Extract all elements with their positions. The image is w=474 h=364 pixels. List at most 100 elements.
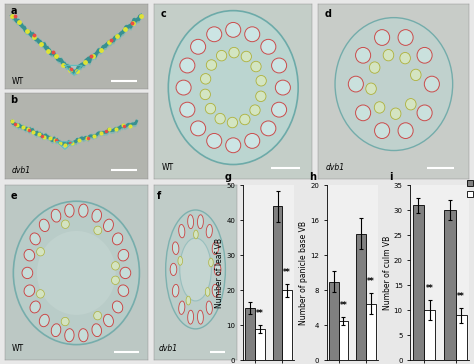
- Ellipse shape: [120, 267, 131, 278]
- Ellipse shape: [30, 233, 40, 245]
- Bar: [273, 206, 283, 360]
- Ellipse shape: [207, 134, 222, 148]
- Text: **: **: [457, 292, 465, 301]
- Ellipse shape: [179, 225, 185, 238]
- Ellipse shape: [240, 114, 250, 125]
- Text: **: **: [256, 309, 264, 318]
- Y-axis label: Number of culm VB: Number of culm VB: [383, 236, 392, 310]
- Ellipse shape: [30, 301, 40, 313]
- Ellipse shape: [207, 27, 222, 42]
- Ellipse shape: [406, 99, 416, 110]
- Ellipse shape: [65, 204, 74, 217]
- Ellipse shape: [383, 50, 394, 61]
- Ellipse shape: [261, 39, 276, 54]
- Ellipse shape: [193, 230, 198, 239]
- Ellipse shape: [206, 60, 217, 70]
- Ellipse shape: [256, 75, 266, 86]
- Text: **: **: [426, 284, 433, 293]
- Ellipse shape: [212, 284, 219, 297]
- Ellipse shape: [191, 39, 206, 54]
- Ellipse shape: [103, 314, 113, 327]
- Bar: [329, 282, 338, 360]
- Ellipse shape: [410, 69, 421, 80]
- Ellipse shape: [198, 310, 203, 324]
- Text: d: d: [325, 9, 331, 19]
- Ellipse shape: [188, 310, 193, 324]
- Ellipse shape: [191, 121, 206, 136]
- Ellipse shape: [206, 225, 212, 238]
- Ellipse shape: [65, 329, 74, 342]
- Ellipse shape: [36, 290, 45, 298]
- Ellipse shape: [61, 317, 69, 326]
- Ellipse shape: [103, 219, 113, 232]
- Ellipse shape: [112, 301, 123, 313]
- Ellipse shape: [62, 220, 69, 229]
- Ellipse shape: [417, 105, 432, 121]
- Ellipse shape: [356, 47, 371, 63]
- Ellipse shape: [173, 242, 179, 254]
- Ellipse shape: [398, 123, 413, 139]
- Ellipse shape: [200, 89, 210, 100]
- Text: WT: WT: [162, 162, 174, 171]
- Ellipse shape: [118, 285, 129, 296]
- Text: e: e: [10, 191, 17, 201]
- Ellipse shape: [272, 102, 287, 117]
- Ellipse shape: [92, 324, 101, 337]
- Ellipse shape: [39, 219, 49, 232]
- Bar: [413, 206, 424, 360]
- Ellipse shape: [374, 29, 390, 46]
- Ellipse shape: [398, 29, 413, 46]
- Ellipse shape: [179, 301, 185, 314]
- Ellipse shape: [272, 58, 287, 73]
- Ellipse shape: [356, 105, 371, 121]
- Text: g: g: [225, 171, 232, 182]
- Ellipse shape: [209, 258, 213, 267]
- Bar: [445, 210, 456, 360]
- Bar: [255, 329, 264, 360]
- Bar: [246, 308, 255, 360]
- Ellipse shape: [180, 238, 211, 301]
- Ellipse shape: [37, 231, 116, 315]
- Ellipse shape: [261, 121, 276, 136]
- Ellipse shape: [173, 284, 179, 297]
- Text: dvb1: dvb1: [12, 166, 31, 175]
- Ellipse shape: [417, 47, 432, 63]
- Ellipse shape: [215, 114, 225, 124]
- Ellipse shape: [79, 329, 88, 342]
- Ellipse shape: [186, 296, 191, 305]
- Bar: [366, 304, 375, 360]
- Ellipse shape: [424, 76, 439, 92]
- Ellipse shape: [180, 102, 195, 117]
- Ellipse shape: [205, 288, 210, 296]
- Ellipse shape: [176, 80, 191, 95]
- Y-axis label: Number of leaf VB: Number of leaf VB: [215, 238, 224, 308]
- Ellipse shape: [51, 324, 61, 337]
- Text: WT: WT: [12, 344, 24, 353]
- Ellipse shape: [24, 249, 35, 261]
- Bar: [424, 310, 435, 360]
- Ellipse shape: [166, 210, 226, 329]
- Ellipse shape: [118, 249, 129, 261]
- Text: WT: WT: [12, 77, 24, 86]
- Legend: WT, dvb1: WT, dvb1: [464, 175, 474, 201]
- Ellipse shape: [51, 209, 61, 222]
- Text: h: h: [309, 171, 316, 182]
- Ellipse shape: [275, 80, 291, 95]
- Text: **: **: [283, 268, 291, 277]
- Text: **: **: [367, 277, 374, 286]
- Ellipse shape: [217, 50, 227, 61]
- Ellipse shape: [94, 312, 101, 320]
- Text: a: a: [10, 6, 17, 16]
- Ellipse shape: [374, 102, 385, 113]
- Polygon shape: [65, 66, 82, 75]
- Text: b: b: [10, 95, 18, 105]
- Text: dvb1: dvb1: [326, 162, 345, 171]
- Text: dvb1: dvb1: [158, 344, 177, 353]
- Ellipse shape: [250, 105, 260, 115]
- Ellipse shape: [400, 52, 410, 64]
- Ellipse shape: [111, 276, 119, 285]
- Text: c: c: [160, 9, 166, 19]
- Ellipse shape: [22, 267, 33, 278]
- Ellipse shape: [348, 76, 364, 92]
- Ellipse shape: [198, 215, 203, 229]
